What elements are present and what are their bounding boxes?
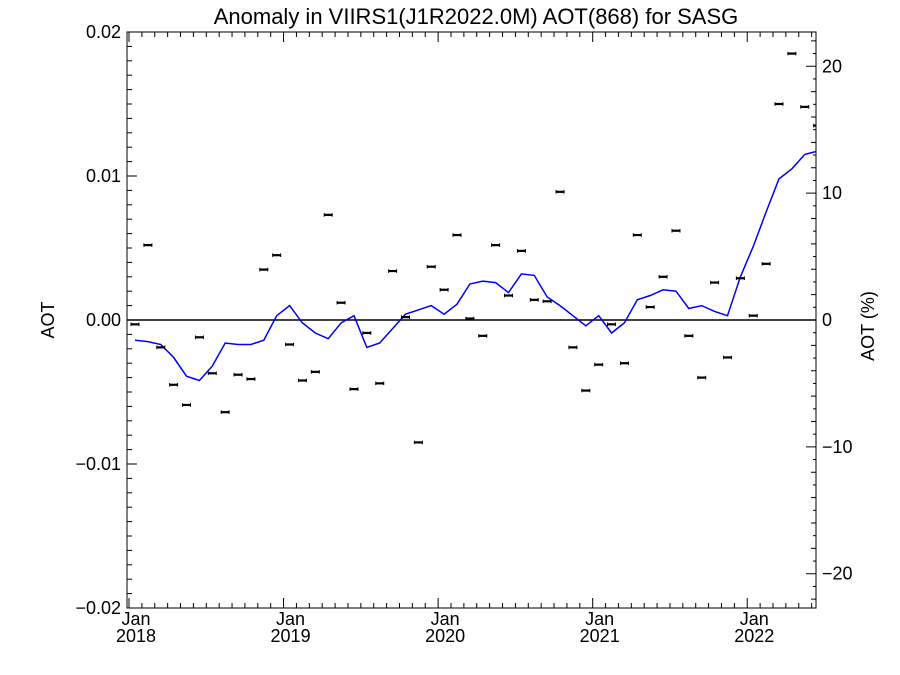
y2-tick-label: 20 [822, 56, 842, 76]
data-point [233, 372, 243, 377]
data-point [143, 243, 153, 247]
data-point [323, 213, 333, 217]
x-tick-month: Jan [585, 609, 614, 629]
data-point [130, 322, 140, 327]
data-point [349, 387, 359, 391]
data-point [645, 305, 655, 309]
data-point [310, 370, 320, 374]
data-point [774, 102, 784, 106]
y2-tick-label: −20 [822, 564, 853, 584]
y-axis-ticks: −0.02 −0.01 0.00 0.01 0.02 [75, 22, 137, 618]
data-point [297, 378, 307, 383]
data-point [452, 233, 462, 237]
x-tick-month: Jan [121, 609, 150, 629]
data-point [787, 51, 797, 56]
data-point [800, 105, 810, 109]
data-point [426, 264, 436, 269]
x-tick-year: 2020 [425, 626, 465, 646]
x-tick-year: 2018 [116, 626, 156, 646]
y-tick-label: 0.01 [86, 166, 121, 186]
data-point [439, 287, 449, 292]
chart-title: Anomaly in VIIRS1(J1R2022.0M) AOT(868) f… [214, 4, 739, 29]
data-point [207, 371, 217, 376]
data-point [169, 383, 179, 387]
data-point [194, 335, 204, 340]
data-point [684, 334, 694, 338]
series-points [130, 51, 816, 445]
x-tick-year: 2022 [734, 626, 774, 646]
data-point [542, 299, 552, 304]
y-tick-label: −0.01 [75, 454, 121, 474]
y-axis-label: AOT [38, 301, 58, 338]
x-tick-month: Jan [740, 609, 769, 629]
data-point [272, 253, 282, 257]
data-point [246, 377, 256, 381]
y2-axis-label: AOT (%) [858, 291, 878, 361]
data-point [748, 313, 758, 318]
y-tick-label: 0.02 [86, 22, 121, 42]
data-point [478, 334, 488, 338]
y2-tick-label: 0 [822, 310, 832, 330]
data-point [632, 233, 642, 237]
data-point [697, 375, 707, 380]
data-point [529, 298, 539, 302]
data-point [504, 293, 514, 298]
y-tick-label: −0.02 [75, 598, 121, 618]
data-point [220, 410, 230, 414]
data-point [400, 315, 410, 319]
data-point [182, 403, 192, 407]
data-point [156, 345, 166, 350]
series-line [134, 150, 817, 382]
data-point [285, 342, 295, 347]
data-point [722, 355, 732, 360]
x-tick-month: Jan [276, 609, 305, 629]
data-point [259, 267, 269, 272]
data-point [735, 276, 745, 281]
y2-tick-label: −10 [822, 437, 853, 457]
data-point [761, 262, 771, 266]
data-point [671, 228, 681, 233]
x-tick-month: Jan [431, 609, 460, 629]
data-point [594, 362, 604, 367]
data-point [491, 243, 501, 247]
x-tick-year: 2021 [580, 626, 620, 646]
data-point [581, 388, 591, 393]
data-point [388, 269, 398, 273]
data-point [375, 381, 385, 386]
x-tick-year: 2019 [271, 626, 311, 646]
y2-tick-label: 10 [822, 183, 842, 203]
data-point [568, 345, 578, 350]
data-point [619, 361, 629, 365]
data-point [413, 440, 423, 445]
data-point [465, 316, 475, 321]
data-point [336, 300, 346, 305]
y2-axis-ticks: −20 −10 0 10 20 [806, 40, 853, 600]
data-point [555, 190, 565, 194]
y-tick-label: 0.00 [86, 310, 121, 330]
data-point [710, 280, 720, 285]
data-point [607, 322, 617, 327]
data-point [813, 123, 816, 128]
data-point [658, 275, 668, 279]
data-point [362, 331, 372, 335]
data-point [516, 249, 526, 253]
